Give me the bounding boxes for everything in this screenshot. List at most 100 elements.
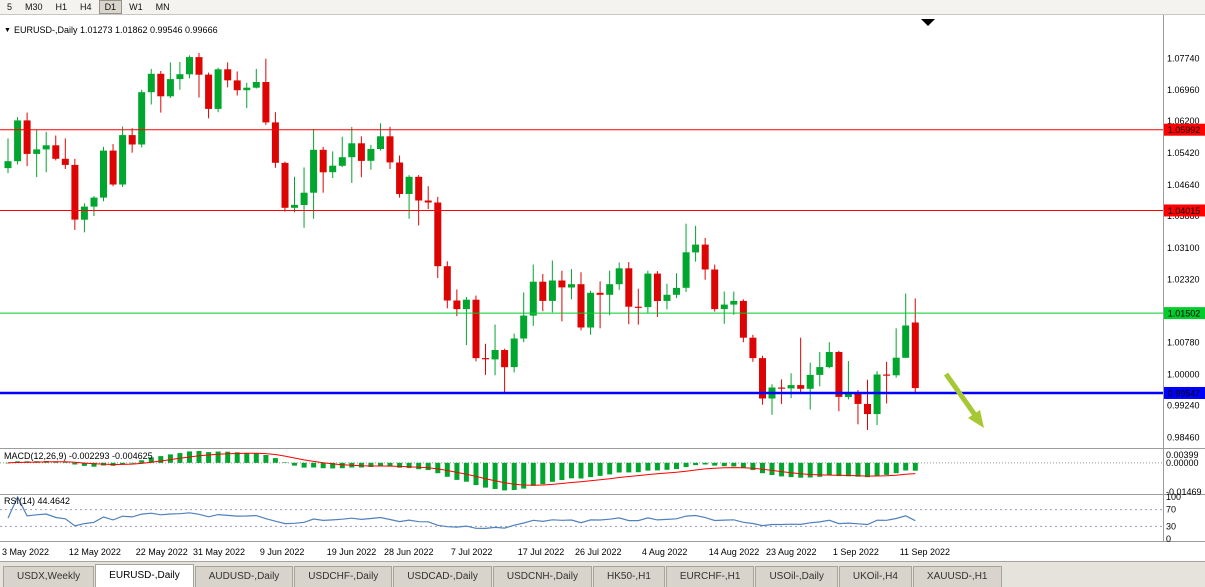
svg-text:31 May 2022: 31 May 2022 [193,547,245,557]
timeframe-toolbar: 5 M30 H1 H4 D1 W1 MN [0,0,1205,15]
candlestick-series [4,53,919,430]
current-price-line-price-label: 0.99547 [1168,388,1201,398]
date-axis-labels: 3 May 2022 12 May 2022 22 May 2022 31 May 2… [2,547,950,557]
chart-tab-hk50[interactable]: HK50-,H1 [592,566,665,587]
svg-text:1.04640: 1.04640 [1167,180,1200,190]
candle-body [854,392,862,404]
chart-tab-usdcad[interactable]: USDCAD-,Daily [393,566,492,587]
chart-tab-ukoil[interactable]: UKOil-,H4 [838,566,912,587]
candle-body [157,73,165,97]
chart-title: ▼ EURUSD-,Daily 1.01273 1.01862 0.99546 0… [4,25,218,35]
candle-body [233,80,241,91]
macd-bar [903,462,909,471]
macd-bar [196,451,202,463]
candle-body [701,244,709,270]
chart-tab-usoil[interactable]: USOil-,Daily [755,566,838,587]
candle-body [759,358,766,399]
arrow-shaft[interactable] [943,372,978,417]
chart-tab-audusd[interactable]: AUDUSD-,Daily [194,566,294,587]
candle-body [548,280,556,301]
support-line-green-price-label: 1.01502 [1168,309,1201,319]
svg-text:100: 100 [1166,492,1181,502]
macd-bar [826,462,832,476]
candle-body [539,281,547,301]
macd-bar [521,462,527,489]
macd-bar [454,462,460,480]
macd-bar [731,462,737,467]
candle-body [23,120,31,154]
candle-body [797,385,805,389]
candle-body [911,322,919,389]
candle-body [730,300,738,305]
macd-bar [664,462,670,470]
chart-canvas[interactable]: 1.077401.069601.062001.054201.046401.038… [0,15,1205,561]
candle-body [806,374,814,389]
timeframe-button-5[interactable]: 5 [7,2,13,12]
svg-text:17 Jul 2022: 17 Jul 2022 [518,547,565,557]
chart-tab-usdx[interactable]: USDX,Weekly [3,566,95,587]
current-price-line-price-badge [1164,386,1205,399]
candle-body [119,135,127,185]
candle-body [310,149,318,193]
candle-body [720,304,728,310]
chart-tab-usdcnh[interactable]: USDCNH-,Daily [492,566,592,587]
chart-tab-eurusd[interactable]: EURUSD-,Daily [95,564,194,587]
macd-bar [549,462,555,482]
svg-text:30: 30 [1166,521,1176,531]
macd-bar [760,462,765,474]
timeframe-button-d1[interactable]: D1 [98,0,123,14]
chart-tab-usdchf[interactable]: USDCHF-,Daily [294,566,393,587]
macd-bar [674,462,679,470]
timeframe-button-h4[interactable]: H4 [80,2,92,12]
macd-bar [215,451,221,463]
macd-bar [378,462,383,467]
candle-body [739,300,747,338]
timeframe-button-m30[interactable]: M30 [25,2,43,12]
candle-body [90,197,98,207]
svg-text:-0.01469: -0.01469 [1166,487,1202,497]
timeframe-button-mn[interactable]: MN [155,2,170,12]
candle-body [224,69,232,81]
sell-arrow-annotation[interactable] [943,372,984,428]
candle-body [319,149,327,173]
candle-body [100,150,107,198]
candle-body [14,120,22,162]
chart-tabs: USDX,Weekly EURUSD-,Daily AUDUSD-,Daily USD… [0,561,1205,587]
candle-body [462,299,470,310]
candle-body [873,374,881,415]
candle-body [176,74,184,80]
macd-bar [311,462,317,468]
candle-body [902,325,910,358]
macd-bar [817,462,823,477]
candle-body [434,202,442,267]
timeframe-button-w1[interactable]: W1 [129,2,143,12]
candle-body [510,338,518,368]
svg-text:11 Sep 2022: 11 Sep 2022 [900,547,950,557]
timeframe-button-h1[interactable]: H1 [55,2,68,12]
macd-bar [645,462,651,471]
candle-body [357,143,365,161]
macd-bar [607,462,613,475]
macd-bar [425,462,431,471]
chart-area[interactable]: 1.077401.069601.062001.054201.046401.038… [0,15,1205,561]
macd-bar [473,462,479,486]
macd-bar [368,462,374,467]
chart-tab-xauusd[interactable]: XAUUSD-,H1 [912,566,1002,587]
chart-tab-eurchf[interactable]: EURCHF-,H1 [665,566,755,587]
macd-bar [845,462,851,477]
macd-bar [167,454,173,463]
candle-body [835,352,843,397]
macd-bar [244,452,250,463]
candle-body [109,150,117,185]
candle-body [214,69,222,109]
candle-body [625,268,633,307]
arrow-head[interactable] [968,410,984,428]
macd-bar [91,462,97,467]
macd-bar [358,462,364,468]
candle-body [501,350,509,368]
candle-body [892,357,900,376]
svg-text:1.06960: 1.06960 [1167,85,1200,95]
resistance-line-lower-price-label: 1.04015 [1168,206,1201,216]
macd-bar [616,462,622,473]
macd-bar [158,456,164,463]
